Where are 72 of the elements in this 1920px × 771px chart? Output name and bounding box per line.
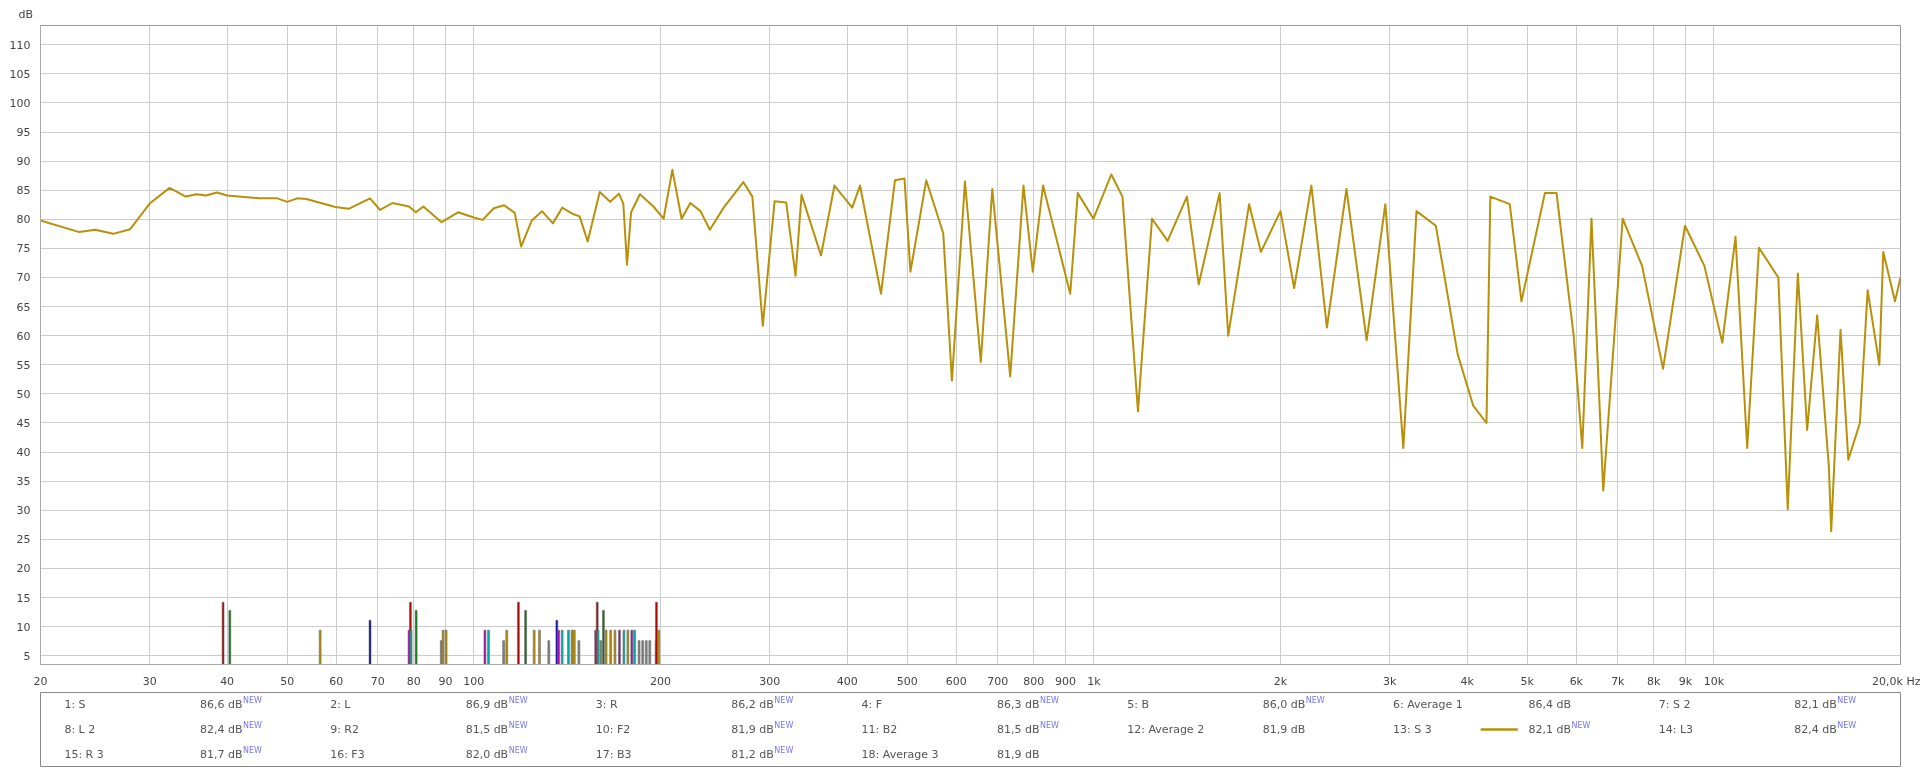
x-tick-label: 4k: [1460, 674, 1475, 688]
y-tick-label: 55: [16, 358, 31, 372]
text: 14: L3: [1658, 723, 1694, 736]
x-tick-label: 300: [759, 674, 781, 688]
text: 81,9 dB: [997, 747, 1040, 761]
x-tick-label: 400: [836, 674, 858, 688]
y-tick-label: 50: [16, 387, 31, 401]
text: 7: S 2: [1658, 698, 1691, 712]
y-tick-label: 45: [16, 416, 31, 430]
x-tick-label: 3k: [1382, 674, 1397, 688]
y-tick-label: 15: [16, 591, 31, 605]
x-tick-label: 60: [329, 674, 344, 688]
x-tick-label: 70: [370, 674, 385, 688]
x-tick-label: 40: [220, 674, 235, 688]
y-tick-label: 100: [9, 96, 31, 110]
text: 18: Average 3: [861, 747, 939, 761]
y-tick-label: 95: [16, 126, 31, 139]
text: 1: S: [64, 698, 86, 712]
text: 9: R2: [330, 723, 359, 736]
y-tick-label: 5: [23, 649, 31, 663]
x-tick-label: 9k: [1678, 674, 1693, 688]
y-tick-label: 20: [16, 562, 31, 576]
y-tick-label: 105: [9, 67, 31, 81]
y-tick-label: 80: [16, 213, 31, 227]
text: 10: F2: [595, 723, 631, 736]
text: 6: Average 1: [1392, 698, 1463, 712]
y-tick-label: 30: [16, 504, 31, 518]
y-tick-label: 40: [16, 446, 31, 460]
x-tick-label: 8k: [1647, 674, 1662, 688]
y-tick-label: 90: [16, 155, 31, 169]
x-tick-label: 90: [438, 674, 453, 688]
x-tick-label: 80: [406, 674, 421, 688]
x-tick-label: 5k: [1520, 674, 1535, 688]
y-tick-label: 65: [16, 300, 31, 314]
x-tick-label: 600: [945, 674, 967, 688]
text: 17: B3: [595, 747, 632, 761]
x-tick-label: 20,0k Hz: [1872, 674, 1920, 688]
text: 86,4 dB: [1528, 698, 1572, 712]
x-tick-label: 900: [1054, 674, 1076, 688]
x-tick-label: 6k: [1569, 674, 1584, 688]
y-tick-label: 75: [16, 242, 31, 256]
x-tick-label: 7k: [1611, 674, 1626, 688]
y-tick-label: 60: [16, 329, 31, 343]
text: 8: L 2: [64, 723, 96, 736]
text: 4: F: [861, 698, 883, 712]
x-tick-label: 1k: [1087, 674, 1102, 688]
x-tick-label: 20: [33, 674, 48, 688]
text: 16: F3: [330, 747, 365, 761]
y-tick-label: 70: [16, 271, 31, 285]
x-tick-label: 200: [650, 674, 671, 688]
x-tick-label: 30: [142, 674, 157, 688]
text: 81,9 dB: [1262, 723, 1306, 736]
text: 11: B2: [861, 723, 898, 736]
y-tick-label: 110: [9, 38, 31, 52]
y-tick-label: 10: [16, 620, 31, 634]
text: 12: Average 2: [1127, 723, 1205, 736]
text: 13: S 3: [1392, 723, 1432, 736]
x-tick-label: 800: [1023, 674, 1045, 688]
y-tick-label: 85: [16, 184, 31, 198]
y-axis-title: dB: [18, 7, 34, 21]
text: 15: R 3: [64, 747, 104, 761]
x-tick-label: 10k: [1703, 674, 1725, 688]
x-tick-label: 700: [987, 674, 1009, 688]
x-tick-label: 100: [463, 674, 485, 688]
y-tick-label: 25: [16, 533, 31, 547]
text: 2: L: [330, 698, 352, 712]
text: 3: R: [595, 698, 619, 712]
x-tick-label: 50: [280, 674, 295, 688]
text: 5: B: [1127, 698, 1150, 712]
y-tick-label: 35: [16, 475, 31, 489]
x-tick-label: 2k: [1273, 674, 1288, 688]
x-tick-label: 500: [896, 674, 918, 688]
